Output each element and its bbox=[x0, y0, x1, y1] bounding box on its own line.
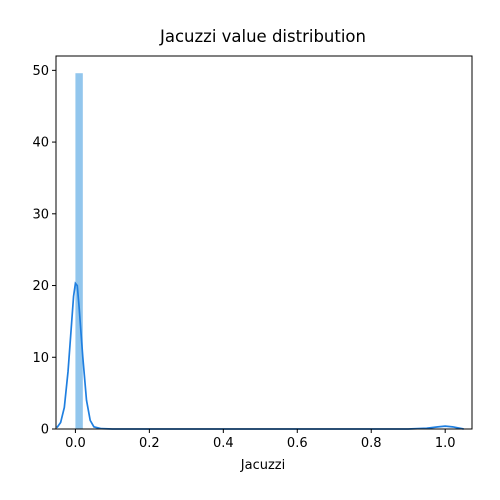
x-tick-label: 0.8 bbox=[361, 436, 382, 451]
chart-title: Jacuzzi value distribution bbox=[159, 27, 366, 46]
x-tick-label: 1.0 bbox=[435, 436, 456, 451]
y-tick-label: 0 bbox=[41, 423, 49, 438]
y-axis: 0 10 20 30 40 50 bbox=[32, 64, 56, 438]
plot-area bbox=[55, 55, 473, 430]
y-tick-label: 50 bbox=[32, 64, 49, 79]
x-tick-label: 0.6 bbox=[287, 436, 308, 451]
x-tick-label: 0.2 bbox=[139, 436, 160, 451]
y-tick-label: 10 bbox=[32, 351, 49, 366]
plot-frame bbox=[55, 55, 473, 430]
y-tick-label: 40 bbox=[32, 136, 49, 151]
y-tick-label: 20 bbox=[32, 279, 49, 294]
x-axis-label: Jacuzzi bbox=[240, 458, 285, 473]
x-tick-label: 0.0 bbox=[65, 436, 86, 451]
histogram-bar bbox=[75, 73, 83, 429]
kde-line bbox=[56, 281, 464, 430]
x-axis: 0.0 0.2 0.4 0.6 0.8 1.0 bbox=[65, 429, 456, 451]
y-tick-label: 30 bbox=[32, 207, 49, 222]
x-tick-label: 0.4 bbox=[213, 436, 234, 451]
